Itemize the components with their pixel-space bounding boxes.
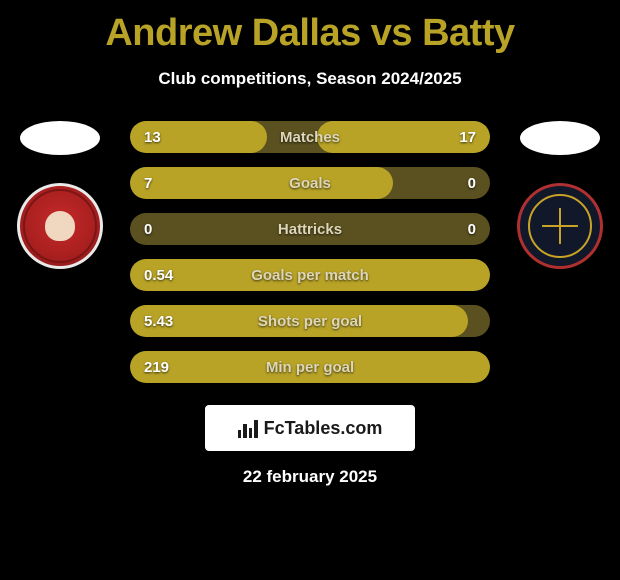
stat-value-right: 0 — [420, 221, 490, 238]
stat-label: Goals — [200, 175, 420, 192]
stat-value-left: 219 — [130, 359, 200, 376]
stat-value-right: 17 — [420, 129, 490, 146]
stat-label: Goals per match — [200, 267, 420, 284]
left-player-column — [10, 121, 110, 269]
stat-value-right: 0 — [420, 175, 490, 192]
left-flag-icon — [20, 121, 100, 155]
stat-value-left: 0.54 — [130, 267, 200, 284]
stat-value-left: 13 — [130, 129, 200, 146]
right-player-column — [510, 121, 610, 269]
footer-date: 22 february 2025 — [0, 467, 620, 487]
stat-value-left: 7 — [130, 175, 200, 192]
brand-text: FcTables.com — [264, 418, 383, 439]
stat-label: Shots per goal — [200, 313, 420, 330]
page-subtitle: Club competitions, Season 2024/2025 — [0, 69, 620, 89]
page-title: Andrew Dallas vs Batty — [0, 0, 620, 55]
stat-row: 219Min per goal — [130, 351, 490, 383]
stat-value-left: 0 — [130, 221, 200, 238]
stat-label: Min per goal — [200, 359, 420, 376]
comparison-panel: 13Matches177Goals00Hattricks00.54Goals p… — [0, 121, 620, 383]
right-club-badge-icon — [517, 183, 603, 269]
stat-row: 5.43Shots per goal — [130, 305, 490, 337]
stat-row: 13Matches17 — [130, 121, 490, 153]
stat-label: Matches — [200, 129, 420, 146]
brand-chart-icon — [238, 418, 258, 438]
stat-row: 0.54Goals per match — [130, 259, 490, 291]
stat-value-left: 5.43 — [130, 313, 200, 330]
brand-badge: FcTables.com — [205, 405, 415, 451]
stat-bars: 13Matches177Goals00Hattricks00.54Goals p… — [130, 121, 490, 383]
right-flag-icon — [520, 121, 600, 155]
left-club-badge-icon — [17, 183, 103, 269]
stat-label: Hattricks — [200, 221, 420, 238]
stat-row: 0Hattricks0 — [130, 213, 490, 245]
stat-row: 7Goals0 — [130, 167, 490, 199]
